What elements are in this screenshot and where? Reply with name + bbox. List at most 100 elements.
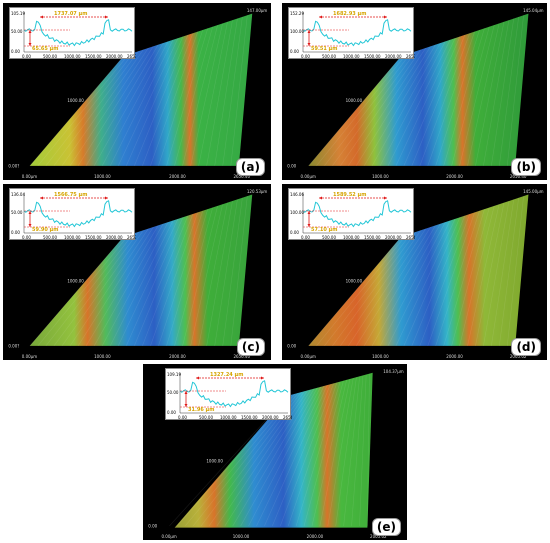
profile-inset: 152.29 100.00 0.00 0.00 500.00 1000.00 1500.00… [288,7,415,59]
y-tick-label: 0.00 [290,49,299,54]
profile-line [302,200,412,228]
x-tick-label: 2000.00 [385,54,402,59]
x-tick-label: 1000.00 [64,54,81,59]
profile-chart: 136.04 50.00 0.000.00 500.00 1000.00 1500.00 2… [11,192,136,240]
axis-tick-label: 145.04µm [523,8,544,13]
x-tick-label: 1500.00 [364,235,381,240]
axis-tick-label: 0.00 [287,344,296,349]
y-tick-label: 100.00 [290,29,304,34]
axis-tick-label: 2000.00 [446,354,463,359]
surface-render: 145.04µm 1000.00 0.00 0.00µm 1000.00 2000.00 2… [287,8,544,179]
axis-tick-label: 145.00µm [523,189,544,194]
x-tick-label: 2000.00 [385,235,402,240]
axis-tick-label: 0.00µm [161,534,176,539]
profile-chart: 146.06 100.00 0.000.00 500.00 1000.00 1500.00… [290,192,415,240]
axis-tick-label: 104.37µm [383,369,404,374]
profile-line [23,19,133,47]
x-tick-label: 1000.00 [64,235,81,240]
x-tick-label: 1500.00 [85,235,102,240]
axis-tick-label: 0.00µm [22,174,37,179]
y-tick-label: 146.06 [290,192,304,197]
panel-b: 145.04µm 1000.00 0.00 0.00µm 1000.00 2000.00 2… [282,3,547,180]
worn-surface [29,13,253,166]
y-tick-label: 105.19 [11,11,25,16]
axis-tick-label: 1000.00 [67,279,84,284]
panel-label: (c) [236,338,265,356]
axis-tick-label: 0.00? [8,344,19,349]
axis-tick-label: 2656.40 [233,174,250,179]
axis-tick-label: 147.00µm [247,8,268,13]
y-tick-label: 0.00 [167,410,176,415]
panel-label: (b) [511,158,541,176]
x-tick-label: 0.00 [301,54,310,59]
y-tick-label: 50.00 [11,29,23,34]
axis-tick-label: 0.00µm [301,354,316,359]
profile-chart: 105.19 50.00 0.000.00 500.00 1000.00 1500.00 2… [11,11,136,59]
x-tick-label: 0.00 [178,415,187,420]
x-tick-label: 500.00 [43,54,57,59]
axis-tick-label: 0.00µm [22,354,37,359]
profile-chart: 152.29 100.00 0.000.00 500.00 1000.00 1500.00… [290,11,415,59]
width-measurement: 1327.24 µm [210,372,243,378]
profile-line [23,200,133,228]
profile-line [179,380,289,408]
axis-tick-label: 1000.00 [233,534,250,539]
x-tick-label: 2000.00 [106,54,123,59]
axis-tick-label: 0.00 [148,524,157,529]
panel-d: 145.00µm 1000.00 0.00 0.00µm 1000.00 2000.00 2… [282,184,547,360]
y-tick-label: 136.04 [11,192,25,197]
width-measurement: 1589.52 µm [333,192,366,198]
surface-render: 145.00µm 1000.00 0.00 0.00µm 1000.00 2000.00 2… [287,189,544,359]
panel-a: 147.00µm 1000.00 0.00? 0.00µm 1000.00 2000.00… [3,3,271,180]
x-tick-label: 500.00 [199,415,213,420]
worn-surface [308,13,529,166]
surface-render: 104.37µm 1000.00 0.00 0.00µm 1000.00 2000.00 2… [148,369,404,539]
y-tick-label: 0.00 [11,230,20,235]
axis-tick-label: 2005.02 [510,354,527,359]
y-tick-label: 50.00 [11,210,23,215]
x-tick-label: 2657.76 [406,54,415,59]
worn-surface [174,372,373,528]
axis-tick-label: 1000.00 [346,279,363,284]
x-tick-label: 0.00 [22,54,31,59]
x-tick-label: 0.00 [301,235,310,240]
x-tick-label: 1000.00 [343,235,360,240]
x-tick-label: 2000.00 [262,415,279,420]
axis-tick-label: 1000.00 [372,354,389,359]
depth-measurement: 59.90 µm [32,227,58,233]
x-tick-label: 500.00 [43,235,57,240]
x-tick-label: 2656.40 [283,415,292,420]
panel-label: (e) [371,518,401,536]
axis-tick-label: 2000.00 [307,534,324,539]
axis-tick-label: 0.00 [287,164,296,169]
x-tick-label: 500.00 [322,54,336,59]
y-tick-label: 100.00 [290,210,304,215]
axis-tick-label: 1000.00 [206,459,223,464]
profile-line [302,19,412,47]
y-tick-label: 0.00 [290,230,299,235]
y-tick-label: 152.29 [290,11,304,16]
axis-tick-label: 0.00? [8,164,19,169]
surface-render: 120.53µm 1000.00 0.00?0.00µm 1000.00 2000.00… [8,189,268,359]
axis-tick-label: 2000.00 [169,354,186,359]
panel-c: 120.53µm 1000.00 0.00? 0.00µm 1000.00 2000.00… [3,184,271,360]
depth-measurement: 57.10 µm [311,227,337,233]
x-tick-label: 1000.00 [220,415,237,420]
axis-tick-label: 120.53µm [247,189,268,194]
axis-tick-label: 2005.02 [370,534,387,539]
x-tick-label: 2657.76 [127,235,136,240]
axis-tick-label: 2656.40 [510,174,527,179]
x-tick-label: 2656.40 [406,235,415,240]
x-tick-label: 2657.76 [127,54,136,59]
x-tick-label: 1000.00 [343,54,360,59]
profile-inset: 109.19 50.00 0.00 0.00 500.00 1000.00 1500.00 2… [165,368,292,420]
panel-label: (d) [511,338,541,356]
y-tick-label: 0.00 [11,49,20,54]
panel-e: 104.37µm 1000.00 0.00 0.00µm 1000.00 2000.00 2… [143,364,407,540]
profile-chart: 109.19 50.00 0.000.00 500.00 1000.00 1500.00 2… [167,372,292,420]
width-measurement: 1737.07 µm [54,11,87,17]
profile-inset: 105.19 50.00 0.00 0.00 500.00 1000.00 1500.00 2… [9,7,136,59]
panel-label: (a) [235,158,265,176]
depth-measurement: 31.96 µm [188,407,214,413]
axis-tick-label: 2000.00 [446,174,463,179]
